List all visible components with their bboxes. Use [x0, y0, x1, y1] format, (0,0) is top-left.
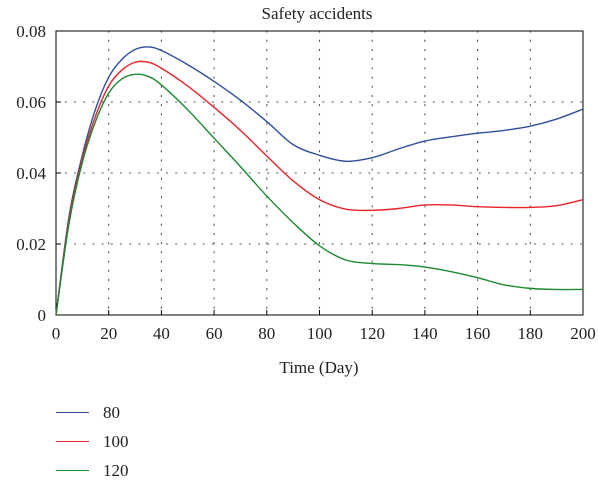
legend-label: 100 — [103, 431, 129, 451]
legend-label: 120 — [103, 460, 129, 480]
legend-swatch — [56, 470, 89, 471]
y-tick-labels: 0 0.02 0.04 0.06 0.08 — [16, 22, 46, 325]
x-tick-label: 140 — [412, 324, 438, 343]
series-line-120 — [55, 73, 584, 316]
x-tick-label: 60 — [206, 324, 223, 343]
x-tick-label: 160 — [465, 324, 491, 343]
x-tick-labels: 0 20 40 60 80 100 120 140 160 180 200 — [52, 324, 596, 343]
x-tick-label: 100 — [307, 324, 333, 343]
y-tick-label: 0.04 — [16, 164, 46, 183]
line-chart: Safety accidents 0 20 40 60 80 100 120 140 160 18… — [16, 4, 596, 377]
y-tick-label: 0.06 — [16, 93, 46, 112]
legend-label: 80 — [103, 402, 120, 422]
x-tick-label: 180 — [518, 324, 544, 343]
grid — [55, 30, 584, 316]
plot-frame — [55, 30, 584, 316]
y-tick-label: 0.02 — [16, 235, 46, 254]
x-tick-label: 120 — [359, 324, 385, 343]
tick-marks — [55, 30, 584, 316]
x-tick-label: 20 — [100, 324, 117, 343]
series-line-100 — [55, 60, 584, 316]
legend-swatch — [56, 441, 89, 442]
y-tick-label: 0 — [38, 306, 47, 325]
x-axis-label: Time (Day) — [279, 358, 358, 377]
x-tick-label: 200 — [570, 324, 596, 343]
series-layer — [55, 46, 584, 316]
legend-item: 120 — [56, 456, 129, 485]
legend-swatch — [56, 412, 89, 413]
x-tick-label: 40 — [153, 324, 170, 343]
chart-title: Safety accidents — [262, 4, 373, 23]
legend-item: 100 — [56, 427, 129, 456]
legend: 80 100 120 — [56, 398, 129, 485]
x-tick-label: 0 — [52, 324, 61, 343]
series-line-80 — [55, 46, 584, 316]
y-tick-label: 0.08 — [16, 22, 46, 41]
legend-item: 80 — [56, 398, 129, 427]
x-tick-label: 80 — [258, 324, 275, 343]
